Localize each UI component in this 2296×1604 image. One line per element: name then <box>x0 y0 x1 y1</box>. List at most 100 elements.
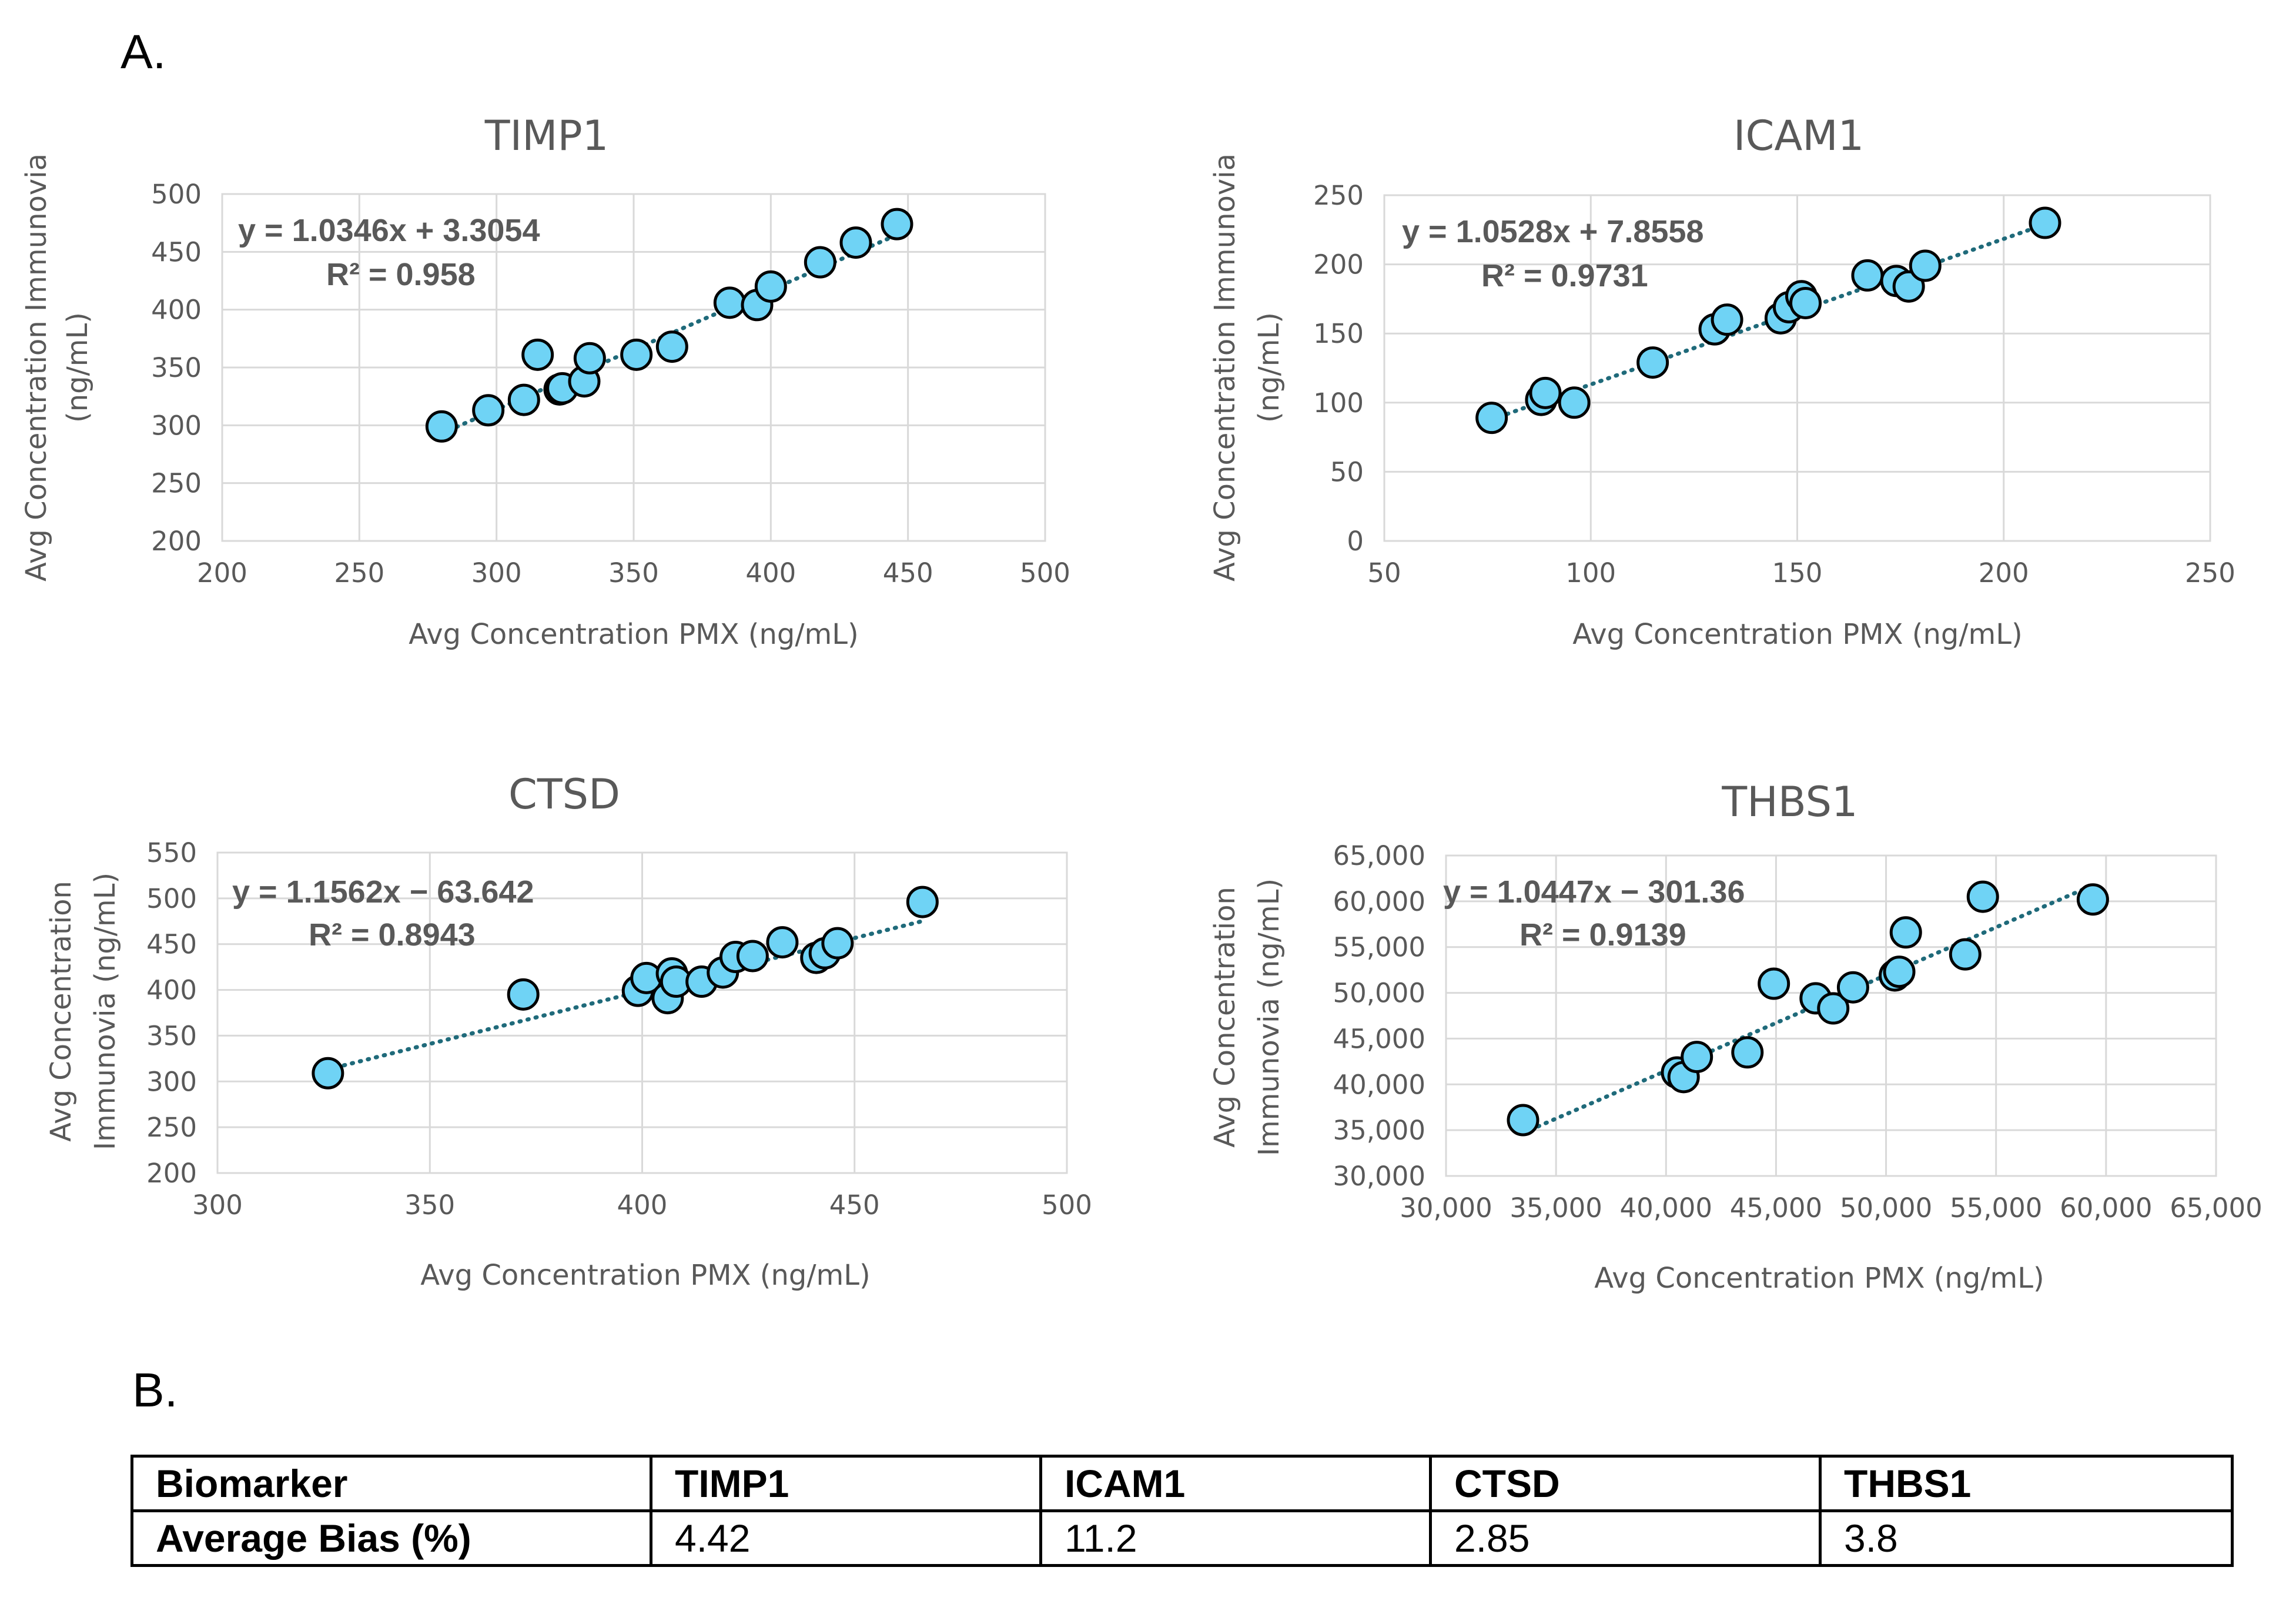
header-cell-icam1: ICAM1 <box>1039 1455 1432 1512</box>
y-tick-label: 300 <box>151 410 202 441</box>
data-point <box>2029 206 2061 239</box>
data-point <box>472 394 505 427</box>
y-tick-label: 250 <box>1313 180 1364 211</box>
trendline-equation: y = 1.0447x − 301.36 <box>1443 874 1745 910</box>
x-axis-label: Avg Concentration PMX (ng/mL) <box>420 1259 871 1292</box>
bias-value-ctsd: 2.85 <box>1429 1509 1822 1567</box>
bias-table: Biomarker TIMP1 ICAM1 CTSD THBS1 Average… <box>130 1455 2234 1567</box>
y-tick-label: 250 <box>146 1112 197 1143</box>
x-tick-label: 60,000 <box>2060 1192 2152 1224</box>
x-axis-label: Avg Concentration PMX (ng/mL) <box>1572 618 2023 651</box>
plot-area-frame <box>1445 854 2217 1177</box>
data-point <box>736 940 769 973</box>
x-tick-label: 200 <box>197 557 247 589</box>
x-tick-label: 500 <box>1020 557 1070 589</box>
y-tick-label: 30,000 <box>1333 1161 1425 1192</box>
data-point <box>821 927 854 960</box>
data-point <box>1889 916 1922 949</box>
data-point <box>1851 259 1884 292</box>
y-axis-label: Avg Concentration <box>45 881 78 1142</box>
data-point <box>1558 386 1591 419</box>
x-tick-label: 250 <box>334 557 384 589</box>
y-tick-label: 200 <box>1313 249 1364 280</box>
bias-value-icam1: 11.2 <box>1039 1509 1432 1567</box>
data-point <box>1711 303 1743 336</box>
chart-title: CTSD <box>508 770 620 818</box>
data-point <box>655 330 688 363</box>
chart-icam1: 50 100 150 200 250 0 50 100 150 200 250 y = 1.0528x… <box>1176 88 2296 764</box>
r-squared-label: R² = 0.9139 <box>1519 917 1686 953</box>
x-tick-label: 100 <box>1565 557 1616 589</box>
y-tick-label: 400 <box>151 295 202 326</box>
trendline-equation: y = 1.0528x + 7.8558 <box>1402 214 1703 249</box>
y-axis-label: Avg Concentration <box>1209 887 1241 1148</box>
plot-area-frame <box>1383 194 2211 542</box>
table-header-row: Biomarker TIMP1 ICAM1 CTSD THBS1 <box>130 1455 2234 1512</box>
y-tick-label: 550 <box>146 837 197 868</box>
x-tick-label: 50 <box>1367 557 1401 589</box>
y-tick-label: 100 <box>1313 387 1364 419</box>
plot-area-frame <box>221 193 1046 542</box>
y-tick-label: 45,000 <box>1333 1023 1425 1054</box>
x-tick-label: 350 <box>404 1189 455 1221</box>
data-point <box>1758 967 1790 1000</box>
data-point <box>1836 971 1869 1004</box>
chart-ctsd: 300 350 400 450 500 200 250 300 350 400 450 500 550 y… <box>0 758 1105 1435</box>
data-point <box>1636 346 1669 379</box>
data-point <box>1883 955 1916 988</box>
data-point <box>754 270 787 303</box>
chart-svg: 30,000 35,000 40,000 45,000 50,000 55,000 60,0… <box>1209 778 2262 1295</box>
data-point <box>1731 1036 1764 1069</box>
trendline-equation: y = 1.1562x − 63.642 <box>232 874 534 910</box>
header-cell-ctsd: CTSD <box>1429 1455 1822 1512</box>
x-tick-label: 300 <box>192 1189 243 1221</box>
x-tick-label: 50,000 <box>1840 1192 1932 1224</box>
y-axis-label: Avg Concentration Immunovia <box>20 153 53 582</box>
data-point <box>620 338 653 371</box>
chart-title: THBS1 <box>1721 778 1857 826</box>
y-tick-label: 65,000 <box>1333 840 1425 871</box>
y-axis-label: Immunovia (ng/mL) <box>1253 878 1286 1156</box>
header-cell-biomarker: Biomarker <box>130 1455 652 1512</box>
r-squared-label: R² = 0.8943 <box>309 917 476 953</box>
panel-label-b: B. <box>132 1364 178 1417</box>
table-row: Average Bias (%) 4.42 11.2 2.85 3.8 <box>130 1509 2234 1567</box>
y-tick-label: 200 <box>151 526 202 557</box>
bias-value-timp1: 4.42 <box>650 1509 1042 1567</box>
data-point <box>2076 883 2109 916</box>
chart-title: ICAM1 <box>1733 112 1864 160</box>
x-tick-label: 65,000 <box>2170 1192 2262 1224</box>
header-cell-thbs1: THBS1 <box>1819 1455 2234 1512</box>
x-tick-label: 350 <box>608 557 659 589</box>
chart-title: TIMP1 <box>484 112 609 160</box>
y-tick-label: 500 <box>151 179 202 210</box>
trendline-equation: y = 1.0346x + 3.3054 <box>238 213 540 248</box>
panel-label-a: A. <box>121 25 166 79</box>
y-tick-label: 40,000 <box>1333 1069 1425 1100</box>
data-point <box>1949 938 1982 971</box>
x-tick-label: 30,000 <box>1400 1192 1492 1224</box>
r-squared-label: R² = 0.958 <box>326 257 476 292</box>
y-axis-label: Avg Concentration Immunovia <box>1209 153 1241 582</box>
data-point <box>521 338 554 371</box>
y-axis-label: Immunovia (ng/mL) <box>89 873 122 1150</box>
y-tick-label: 350 <box>146 1020 197 1051</box>
y-tick-label: 450 <box>146 929 197 960</box>
data-point <box>1817 992 1850 1025</box>
data-point <box>312 1057 344 1090</box>
x-axis-label: Avg Concentration PMX (ng/mL) <box>409 618 859 651</box>
y-axis-label: (ng/mL) <box>61 312 94 423</box>
x-tick-label: 250 <box>2185 557 2235 589</box>
x-axis-label: Avg Concentration PMX (ng/mL) <box>1594 1262 2044 1295</box>
x-tick-label: 200 <box>1979 557 2029 589</box>
data-point <box>1966 880 1999 913</box>
y-tick-label: 50 <box>1330 456 1364 487</box>
data-point <box>573 342 606 375</box>
y-tick-label: 55,000 <box>1333 932 1425 963</box>
data-point <box>507 978 540 1011</box>
chart-timp1: 200 250 300 350 400 450 500 200 250 300 350 400 450 5… <box>0 88 1105 764</box>
data-point <box>1892 270 1925 303</box>
data-point <box>1507 1104 1539 1137</box>
data-point <box>906 885 939 918</box>
